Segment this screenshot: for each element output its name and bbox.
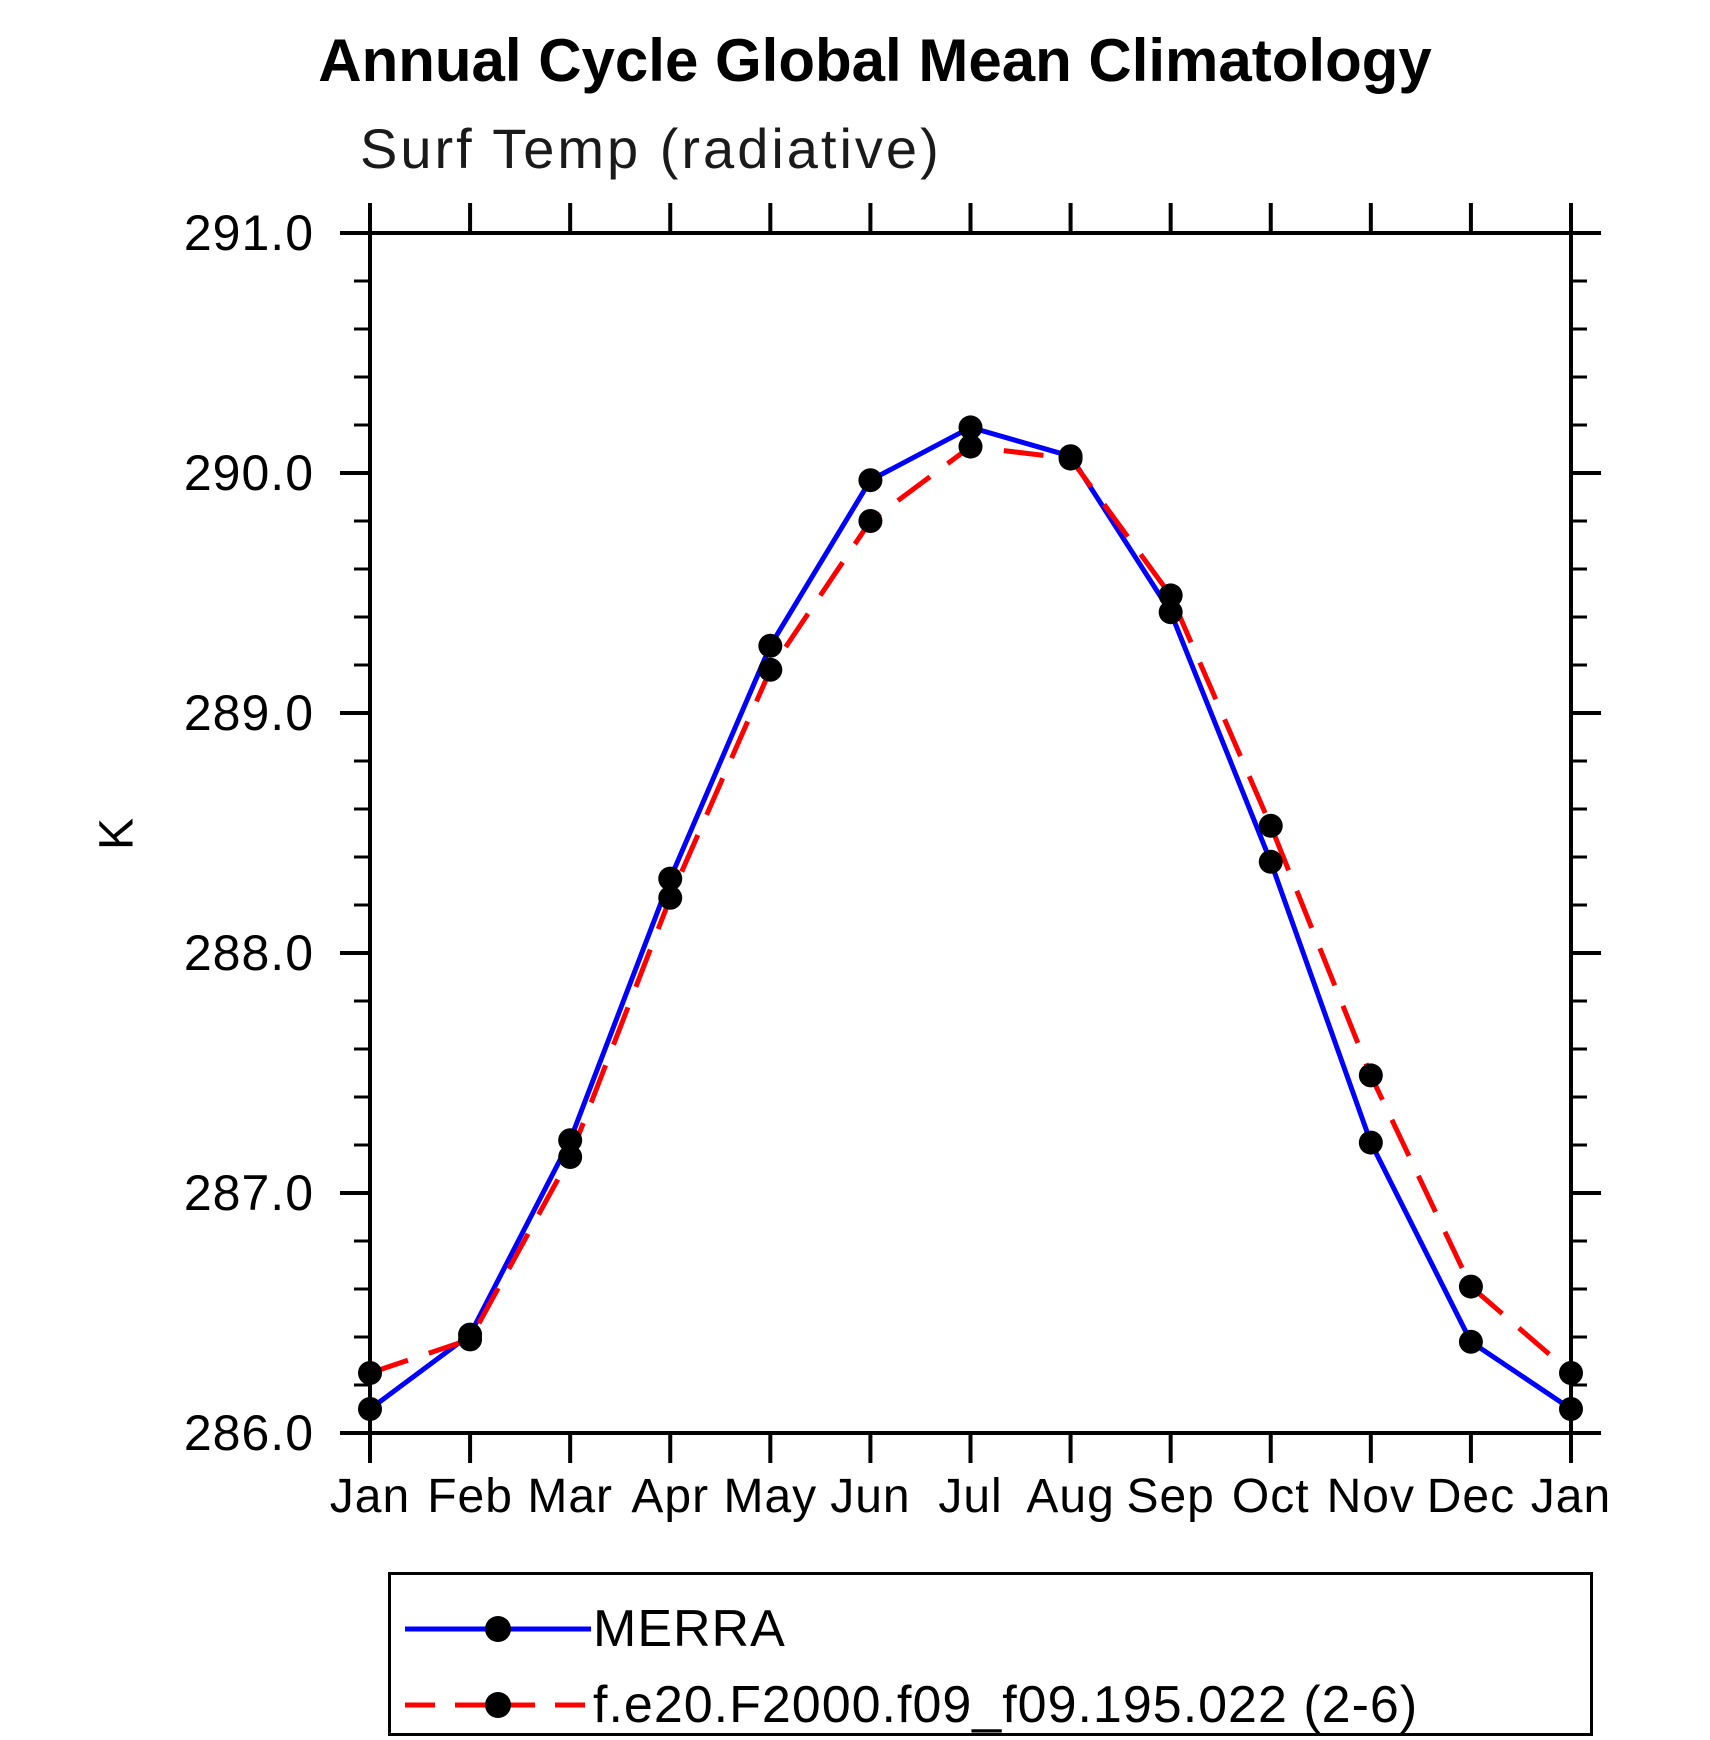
data-point-marker [958,434,983,459]
chart-title: Annual Cycle Global Mean Climatology [318,27,1432,94]
x-tick-label: Dec [1427,1470,1515,1523]
x-tick-label: Aug [1026,1470,1114,1523]
legend-marker-dot-icon [485,1616,511,1642]
x-tick-label: Jun [830,1470,910,1523]
legend-marker-dot-icon [485,1692,511,1718]
legend-label-model: f.e20.F2000.f09_f09.195.022 (2-6) [593,1676,1419,1734]
data-point-marker [1458,1274,1483,1299]
data-point-marker [458,1327,483,1352]
data-point-marker [1358,1063,1383,1088]
data-point-marker [1559,1397,1583,1421]
data-point-marker [658,885,683,910]
y-tick-label: 287.0 [184,1165,314,1221]
data-point-marker [958,415,983,440]
data-point-marker [758,633,783,658]
x-tick-label: Jan [1531,1470,1611,1523]
data-point-marker [758,657,783,682]
legend-box: MERRA f.e20.F2000.f09_f09.195.022 (2-6) [388,1572,1593,1736]
x-tick-label: Oct [1232,1470,1310,1523]
legend-sample-model [405,1692,591,1718]
data-point-marker [558,1145,583,1169]
data-point-marker [1458,1329,1483,1354]
x-tick-label: Jul [938,1470,1002,1523]
series-line-f-e20-f2000-f09-f09-195-022-2-6- [369,444,1573,1376]
x-tick-label: Feb [427,1470,513,1523]
data-point-marker [658,866,683,891]
legend-item-model: f.e20.F2000.f09_f09.195.022 (2-6) [403,1675,1418,1735]
y-tick-label: 291.0 [184,205,314,261]
legend-sample-merra [405,1616,591,1642]
y-tick-label: 286.0 [184,1405,314,1461]
y-tick-label: 289.0 [184,685,314,741]
data-point-marker [1258,813,1283,838]
x-tick-label: Nov [1327,1470,1415,1523]
plot-frame [368,231,1573,1435]
y-tick-label: 290.0 [184,445,314,501]
data-point-marker [558,1128,583,1153]
legend-label-merra: MERRA [593,1600,786,1658]
x-tick-label: Sep [1126,1470,1214,1523]
data-point-marker [358,1361,382,1385]
x-tick-label: Jan [330,1470,410,1523]
data-point-marker [1559,1361,1583,1385]
data-point-marker [1058,446,1083,471]
data-point-marker [858,468,883,493]
data-point-marker [1158,600,1183,625]
y-tick-label: 288.0 [184,925,314,981]
x-tick-label: Mar [527,1470,613,1523]
x-tick-label: Apr [631,1470,709,1523]
data-point-marker [1358,1130,1383,1155]
data-point-marker [358,1397,382,1421]
legend-item-merra: MERRA [403,1599,786,1659]
x-tick-label: May [723,1470,817,1523]
data-point-marker [1158,583,1183,608]
chart-subtitle: Surf Temp (radiative) [360,117,942,180]
data-point-marker [858,509,883,533]
data-point-marker [1258,849,1283,874]
series-line-merra [368,424,1573,1412]
